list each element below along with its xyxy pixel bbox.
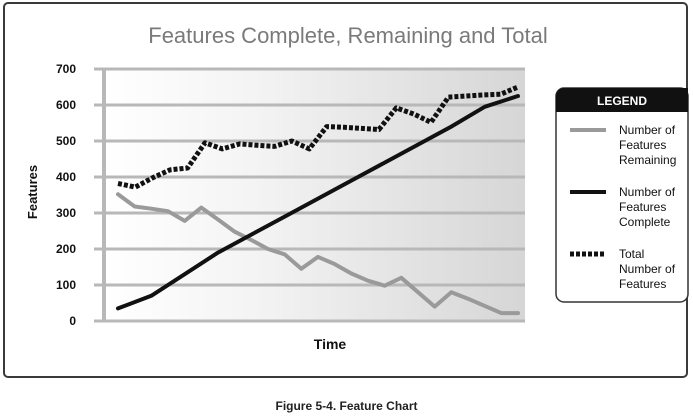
legend-header — [556, 88, 688, 112]
y-tick-label: 700 — [56, 62, 76, 76]
legend-label-line: Features — [619, 277, 666, 291]
legend-label-2: Total Number of Features — [619, 247, 676, 291]
legend-label-line: Features — [619, 138, 666, 152]
series-line-2 — [117, 84, 519, 190]
chart-title: Features Complete, Remaining and Total — [148, 23, 547, 48]
y-tick-label: 300 — [56, 206, 76, 220]
legend-label-1: Number of Features Complete — [619, 185, 676, 229]
y-tick-label: 600 — [56, 98, 76, 112]
series-line-0 — [116, 192, 520, 316]
figure-caption: Figure 5-4. Feature Chart — [275, 399, 418, 413]
y-tick-label: 400 — [56, 170, 76, 184]
legend-label-line: Remaining — [619, 153, 676, 167]
legend-label-line: Number of — [619, 123, 676, 137]
y-axis-label: Features — [25, 165, 40, 219]
legend-label-0: Number of Features Remaining — [619, 123, 676, 167]
series-line-1 — [116, 94, 520, 311]
legend-label-line: Complete — [619, 215, 671, 229]
legend-label-line: Number of — [619, 262, 676, 276]
y-tick-label: 100 — [56, 278, 76, 292]
feature-chart: Features Complete, Remaining and Total 0… — [25, 23, 689, 352]
y-tick-label: 200 — [56, 242, 76, 256]
series-layer — [116, 84, 520, 316]
x-axis-label: Time — [314, 336, 347, 352]
legend-label-line: Total — [619, 247, 644, 261]
legend-title: LEGEND — [597, 94, 647, 108]
y-axis-ticks: 0 100 200 300 400 500 600 700 — [56, 62, 76, 328]
legend-label-line: Number of — [619, 185, 676, 199]
y-tick-label: 500 — [56, 134, 76, 148]
y-tick-label: 0 — [69, 314, 76, 328]
legend-label-line: Features — [619, 200, 666, 214]
legend: LEGEND Number of Features RemainingNumber … — [555, 87, 689, 303]
